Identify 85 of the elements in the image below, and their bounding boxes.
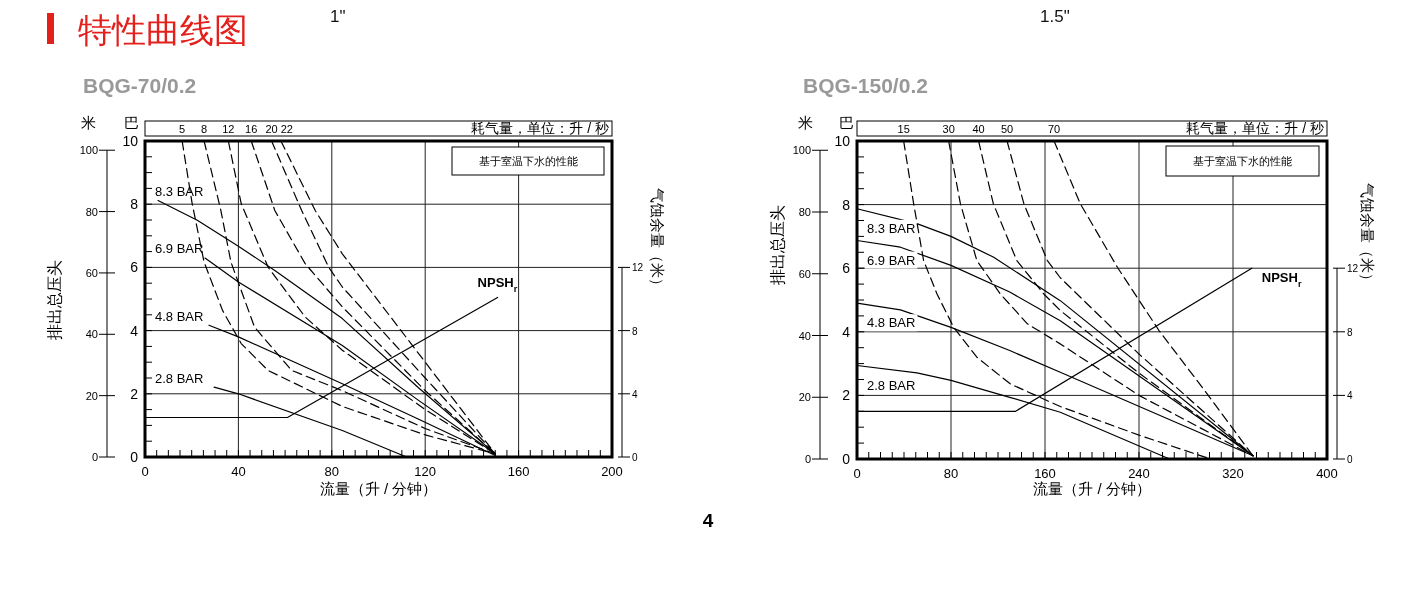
series-label: 8.3 BAR <box>867 220 916 236</box>
series-label: 12 <box>222 123 235 135</box>
series-label: 15 <box>897 123 910 135</box>
y-tick-label: 6 <box>130 259 139 276</box>
y2-tick-label: 100 <box>792 144 811 157</box>
annotation: 基于室温下水的性能 <box>1193 155 1292 167</box>
y3-tick-label: 4 <box>1347 390 1353 402</box>
y-tick-label: 8 <box>842 196 851 213</box>
series-label: 20 <box>265 123 278 135</box>
y-tick-label: 0 <box>842 451 851 467</box>
x-tick-label: 40 <box>231 464 246 479</box>
y2-tick-label: 100 <box>79 144 98 157</box>
y2-tick-label: 40 <box>798 329 811 342</box>
y3-tick-label: 8 <box>632 325 638 337</box>
y-tick-label: 0 <box>130 449 139 465</box>
legend-title: 耗气量，单位：升 / 秒 <box>1186 120 1324 136</box>
text: 米 <box>797 114 813 131</box>
y-tick-label: 2 <box>130 385 139 402</box>
series-label: 40 <box>972 123 985 135</box>
y3-tick-label: 12 <box>1347 263 1359 275</box>
y3-tick-label: 0 <box>632 452 638 463</box>
y-tick-label: 6 <box>842 260 851 277</box>
annotation: 基于室温下水的性能 <box>478 155 578 167</box>
x-tick-label: 200 <box>601 464 623 479</box>
x-tick-label: 320 <box>1222 466 1244 481</box>
text: 特性曲线图 <box>78 11 248 49</box>
series-label: 6.9 BAR <box>867 252 916 268</box>
series-label: 70 <box>1047 123 1061 135</box>
y2-tick-label: 20 <box>85 389 98 402</box>
y2-axis-title: 排出总压头 <box>46 260 63 340</box>
y2-axis-title: 排出总压头 <box>769 205 786 285</box>
y3-tick-label: 8 <box>1347 326 1353 338</box>
series-label: 6.9 BAR <box>155 241 204 257</box>
series-label: 50 <box>1000 123 1014 135</box>
text: 米 <box>80 114 96 131</box>
series-label: 16 <box>245 123 258 135</box>
y-axis-title: 巴 <box>123 114 139 131</box>
y-tick-label: 2 <box>842 387 851 404</box>
series-label: 30 <box>942 123 955 135</box>
y2-tick-label: 80 <box>85 205 98 218</box>
series-label: 2.8 BAR <box>867 377 916 393</box>
y2-tick-label: 0 <box>91 451 98 463</box>
series-label: 4.8 BAR <box>155 308 204 324</box>
series-label: 2.8 BAR <box>155 370 204 386</box>
y3-axis-title: 气蚀余量（米） <box>1359 182 1376 288</box>
x-tick-label: 240 <box>1128 466 1150 481</box>
y-tick-label: 10 <box>834 133 851 149</box>
x-tick-label: 400 <box>1316 466 1338 481</box>
x-tick-label: 80 <box>943 466 959 481</box>
y2-tick-label: 60 <box>85 266 98 279</box>
series-label: 8.3 BAR <box>155 183 204 199</box>
y2-tick-label: 60 <box>798 267 811 280</box>
series-label: NPSH$_{r}$ <box>477 275 518 295</box>
y2-tick-label: 0 <box>804 453 811 465</box>
series-label: 22 <box>280 123 293 135</box>
y3-tick-label: 4 <box>632 388 638 400</box>
legend-title: 耗气量，单位：升 / 秒 <box>471 120 609 136</box>
x-tick-label: 160 <box>507 464 530 479</box>
y2-tick-label: 80 <box>798 206 811 219</box>
x-tick-label: 160 <box>1034 466 1056 481</box>
x-tick-label: 80 <box>324 464 340 479</box>
x-tick-label: 0 <box>141 464 149 479</box>
chart-title: BQG-150/0.2 <box>803 74 928 97</box>
y-axis-title: 巴 <box>838 114 854 131</box>
y2-tick-label: 20 <box>798 391 811 404</box>
y-tick-label: 10 <box>122 133 139 149</box>
x-axis-title: 流量（升 / 分钟） <box>319 480 438 497</box>
y-tick-label: 4 <box>130 322 139 339</box>
y-tick-label: 8 <box>130 196 139 213</box>
chart-subtitle: 1" <box>330 7 346 26</box>
y3-tick-label: 12 <box>632 262 644 274</box>
series-label: 5 <box>179 123 186 135</box>
y3-axis-title: 气蚀余量（米） <box>649 187 666 293</box>
x-axis-title: 流量（升 / 分钟） <box>1033 480 1151 497</box>
series-label: 8 <box>201 123 208 135</box>
text: 4 <box>702 510 714 531</box>
series-label: NPSH$_{r}$ <box>1261 270 1302 290</box>
x-tick-label: 120 <box>414 464 437 479</box>
chart-title: BQG-70/0.2 <box>83 74 197 97</box>
x-tick-label: 0 <box>853 466 861 481</box>
y-tick-label: 4 <box>842 323 851 340</box>
series-label: 4.8 BAR <box>867 315 916 331</box>
y3-tick-label: 0 <box>1347 454 1353 465</box>
chart-subtitle: 1.5" <box>1040 7 1070 26</box>
y2-tick-label: 40 <box>85 328 98 341</box>
